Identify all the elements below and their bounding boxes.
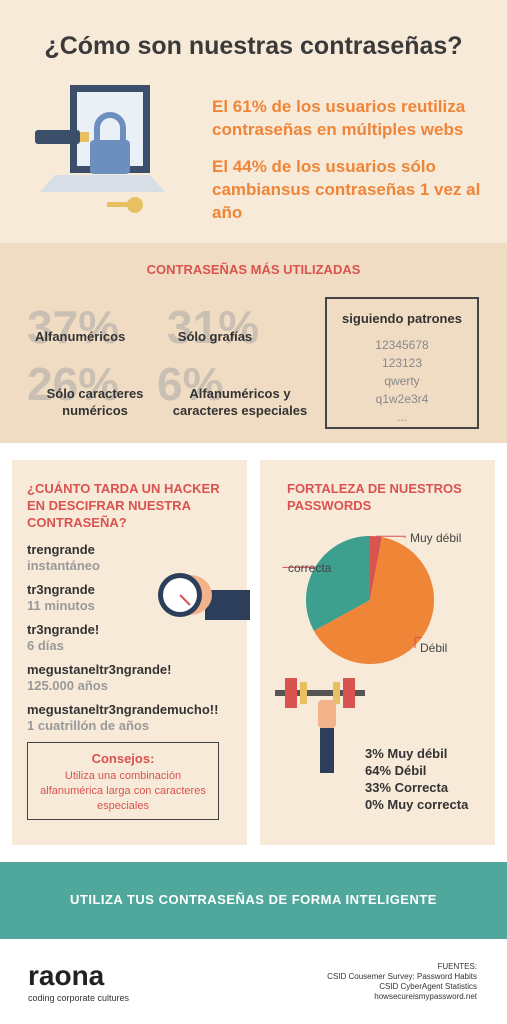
hacker-panel <box>12 460 247 845</box>
pie-slice <box>313 537 434 664</box>
time: 1 cuatrillón de años <box>27 718 150 733</box>
stat-label: Sólo grafías <box>177 329 253 344</box>
hacker-row: megustaneltr3ngrandemucho!! 1 cuatrillón … <box>27 702 247 734</box>
stat-big: 6% <box>157 358 224 410</box>
facts: El 61% de los usuarios reutiliza contras… <box>212 95 502 224</box>
legend-item: 3% Muy débil <box>365 746 448 761</box>
pattern: qwerty <box>384 374 420 388</box>
title: ¿Cómo son nuestras contraseñas? <box>44 32 463 60</box>
stat-label: Alfanuméricos y caracteres especiales <box>172 386 308 418</box>
most-used-title: CONTRASEÑAS MÁS UTILIZADAS <box>146 262 361 277</box>
slice-label: correcta <box>288 561 332 575</box>
tips-text: Utiliza una combinación alfanumérica lar… <box>40 770 206 812</box>
hacker-row: tr3ngrande! 6 días <box>27 622 247 654</box>
patterns-title: siguiendo patrones <box>342 311 462 326</box>
strength-title: FORTALEZA DE NUESTROS PASSWORDS <box>287 481 462 513</box>
pattern: 123123 <box>381 356 423 370</box>
leader-line <box>282 566 315 568</box>
password: tr3ngrande! <box>27 622 100 637</box>
sources-title: FUENTES: <box>437 962 477 971</box>
hacker-row: megustaneltr3ngrande! 125.000 años <box>27 662 247 694</box>
password: tr3ngrande <box>27 582 95 597</box>
pie-slice <box>306 536 370 631</box>
source: CSID CyberAgent Statistics <box>379 982 477 991</box>
laptop-icon <box>35 85 165 213</box>
password: megustaneltr3ngrande! <box>27 662 172 677</box>
dumbbell-icon <box>275 678 365 773</box>
password: trengrande <box>27 542 95 557</box>
password: megustaneltr3ngrandemucho!! <box>27 702 219 717</box>
tips-box: Consejos: Utiliza una combinación alfanu… <box>27 742 219 820</box>
leader-line <box>414 637 422 648</box>
pattern: ... <box>396 410 407 424</box>
source: howsecureismypassword.net <box>374 992 477 1001</box>
stopwatch-icon <box>158 573 250 620</box>
time: instantáneo <box>27 558 100 573</box>
hacker-row: tr3ngrande 11 minutos <box>27 582 247 614</box>
tagline: coding corporate cultures <box>28 993 130 1003</box>
patterns-list: 12345678 123123 qwerty q1w2e3r4... <box>327 336 477 426</box>
legend-item: 0% Muy correcta <box>365 797 469 812</box>
stat-big: 26% <box>27 358 120 410</box>
hacker-title: ¿CUÁNTO TARDA UN HACKER EN DESCIFRAR NUE… <box>27 481 220 530</box>
banner-bg <box>0 862 507 939</box>
time: 6 días <box>27 638 64 653</box>
time: 125.000 años <box>27 678 108 693</box>
tips-title: Consejos: <box>91 751 155 766</box>
leader-line <box>376 535 406 538</box>
pie-slice <box>370 536 382 600</box>
hacker-row: trengrande instantáneo <box>27 542 247 574</box>
pattern: 12345678 <box>375 338 429 352</box>
time: 11 minutos <box>27 598 95 613</box>
most-used-bg <box>0 243 507 443</box>
slice-label: Muy débil <box>410 531 461 545</box>
logo: raona <box>28 960 105 991</box>
pie-legend: 3% Muy débil 64% Débil 33% Correcta 0% Muy … <box>365 745 468 813</box>
legend-item: 64% Débil <box>365 763 427 778</box>
fact: El 61% de los usuarios reutiliza contras… <box>212 97 466 139</box>
stat-label: Sólo caracteres numéricos <box>46 386 144 418</box>
sources: FUENTES: CSID Cousemer Survey: Password … <box>327 962 477 1002</box>
pie-chart: Muy débil Débil correcta <box>282 531 461 664</box>
stat-big: 37% <box>27 301 120 353</box>
source: CSID Cousemer Survey: Password Habits <box>327 972 477 981</box>
fact: El 44% de los usuarios sólo cambiansus c… <box>212 157 481 222</box>
slice-label: Débil <box>420 641 447 655</box>
patterns-box: siguiendo patrones 12345678 123123 qwerty q… <box>325 297 479 429</box>
stat-label: Alfanuméricos <box>35 329 126 344</box>
legend-item: 33% Correcta <box>365 780 449 795</box>
pattern: q1w2e3r4 <box>375 392 429 406</box>
hacker-rows: trengrande instantáneo tr3ngrande 11 minuto… <box>27 542 247 742</box>
banner: UTILIZA TUS CONTRASEÑAS DE FORMA INTELIG… <box>70 892 437 907</box>
stat-big: 31% <box>167 301 260 353</box>
